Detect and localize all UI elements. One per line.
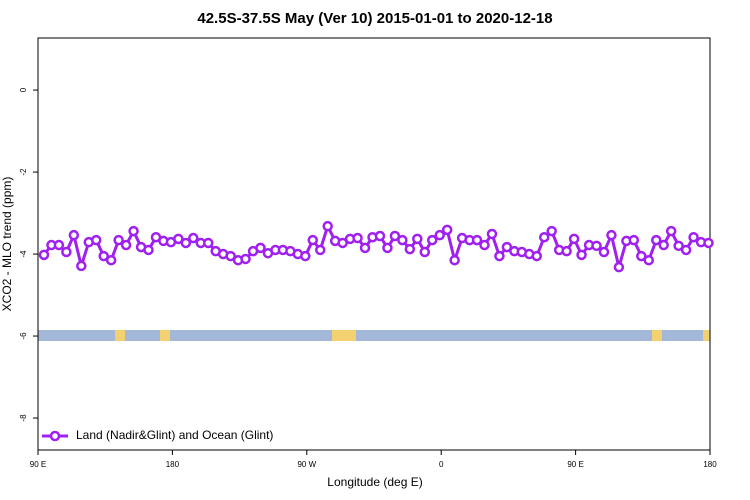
data-point (188, 232, 199, 244)
y-tick-label: -8 (19, 414, 28, 422)
data-point (471, 234, 483, 246)
land-patch (115, 330, 125, 341)
data-point (61, 246, 72, 258)
land-patch (703, 330, 710, 341)
data-point (412, 233, 423, 245)
data-point (404, 243, 416, 255)
data-point (76, 260, 87, 272)
data-point (658, 239, 669, 251)
data-point (337, 237, 348, 249)
data-point (68, 229, 80, 241)
data-point (673, 240, 684, 252)
data-point (419, 246, 431, 258)
data-point (680, 244, 692, 256)
data-point (307, 234, 319, 246)
x-tick-label: 0 (439, 460, 444, 469)
chart-title: 42.5S-37.5S May (Ver 10) 2015-01-01 to 2… (197, 10, 552, 27)
data-point (128, 225, 139, 237)
data-point (479, 239, 490, 251)
data-point (561, 245, 572, 257)
data-point (576, 249, 587, 261)
data-point (546, 225, 557, 237)
data-point (568, 233, 580, 245)
data-point (374, 230, 386, 242)
data-point (441, 224, 453, 236)
data-point (606, 229, 617, 241)
data-point (382, 242, 393, 254)
data-point (613, 261, 625, 273)
data-point (643, 254, 655, 266)
land-mask (38, 330, 710, 341)
data-point (494, 250, 505, 262)
land-patch (332, 330, 356, 341)
data-point (173, 233, 184, 245)
data-point (322, 220, 333, 232)
land-patch (160, 330, 170, 341)
y-tick-label: -2 (19, 168, 28, 176)
data-point (53, 239, 65, 251)
data-point (255, 242, 266, 254)
data-point (90, 234, 102, 246)
data-point (688, 231, 699, 243)
data-point (703, 237, 714, 249)
data-point (397, 234, 408, 246)
data-point (240, 253, 251, 265)
data-point (98, 250, 109, 262)
data-point (636, 250, 647, 262)
data-point (105, 254, 117, 266)
data-point (314, 244, 326, 256)
data-point (665, 225, 677, 237)
data-point (591, 240, 602, 252)
y-tick-label: 0 (19, 87, 28, 92)
data-point (650, 234, 662, 246)
x-tick-label: 90 W (297, 460, 316, 469)
data-point (426, 234, 438, 246)
data-point (538, 231, 550, 243)
data-point (120, 239, 132, 251)
data-point (434, 229, 445, 241)
x-tick-label: 180 (166, 460, 180, 469)
legend-label: Land (Nadir&Glint) and Ocean (Glint) (76, 428, 273, 442)
land-patch (652, 330, 662, 341)
x-tick-label: 90 E (567, 460, 583, 469)
y-tick-label: -4 (19, 250, 28, 258)
data-point (202, 237, 214, 249)
data-point (143, 244, 154, 256)
data-point (628, 234, 640, 246)
x-axis-label: Longitude (deg E) (327, 475, 422, 489)
data-point (449, 254, 460, 266)
data-point (300, 250, 311, 262)
legend-marker (49, 430, 61, 442)
data-point (180, 237, 192, 249)
data-point (598, 246, 610, 258)
y-tick-label: -6 (19, 332, 28, 340)
data-point (531, 250, 543, 262)
data-point (389, 230, 401, 242)
data-point (113, 234, 124, 246)
data-point (352, 232, 363, 244)
y-axis-label: XCO2 - MLO trend (ppm) (0, 177, 14, 312)
ocean-strip (38, 330, 710, 341)
data-point (359, 242, 371, 254)
data-point (486, 228, 498, 240)
x-tick-label: 90 E (30, 460, 46, 469)
data-point (38, 249, 50, 261)
data-point (225, 250, 236, 262)
x-tick-label: 180 (703, 460, 717, 469)
data-point (501, 241, 513, 253)
legend: Land (Nadir&Glint) and Ocean (Glint) (42, 428, 273, 442)
